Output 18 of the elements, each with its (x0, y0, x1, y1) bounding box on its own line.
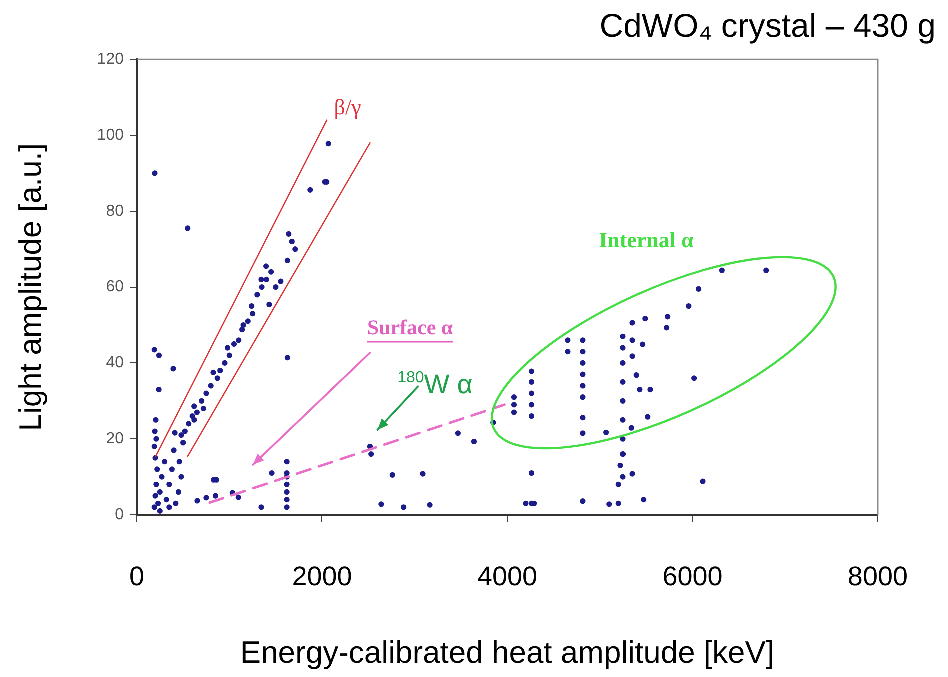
y-tick-label: 0 (115, 506, 124, 524)
x-tick-label: 6000 (662, 562, 723, 592)
y-tick-label: 80 (106, 202, 124, 220)
y-tick-label: 120 (97, 51, 124, 68)
y-tick-label: 40 (106, 354, 124, 372)
x-tick-label: 2000 (292, 562, 352, 592)
x-tick-label: 4000 (477, 562, 538, 592)
y-tick-label: 60 (106, 278, 124, 296)
x-axis-title: Energy-calibrated heat amplitude [keV] (240, 634, 775, 670)
x-tick-label: 8000 (848, 562, 908, 592)
y-axis-title: Light amplitude [a.u.] (13, 143, 48, 432)
x-tick-label: 0 (129, 562, 145, 592)
annotation: β/γ (334, 94, 362, 120)
annotation: Internal α (599, 227, 695, 252)
y-tick-label: 20 (106, 430, 124, 448)
chart-title: CdWO₄ crystal – 430 g (600, 6, 936, 44)
annotation: Surface α (367, 315, 454, 340)
y-tick-label: 100 (97, 126, 124, 144)
